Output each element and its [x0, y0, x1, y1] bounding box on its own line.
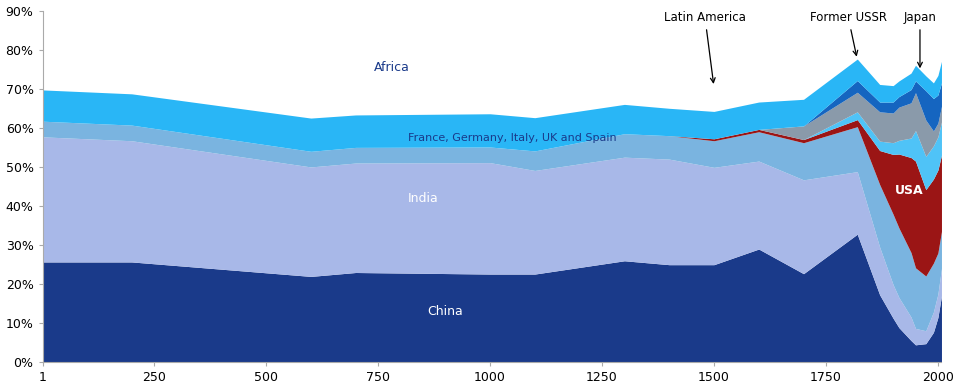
Text: USA: USA: [895, 184, 924, 197]
Text: Africa: Africa: [373, 61, 409, 74]
Text: Latin America: Latin America: [664, 11, 746, 83]
Text: France, Germany, Italy, UK and Spain: France, Germany, Italy, UK and Spain: [408, 133, 616, 143]
Text: Japan: Japan: [903, 11, 936, 67]
Text: China: China: [427, 305, 463, 318]
Text: Former USSR: Former USSR: [810, 11, 887, 55]
Text: India: India: [407, 192, 438, 205]
